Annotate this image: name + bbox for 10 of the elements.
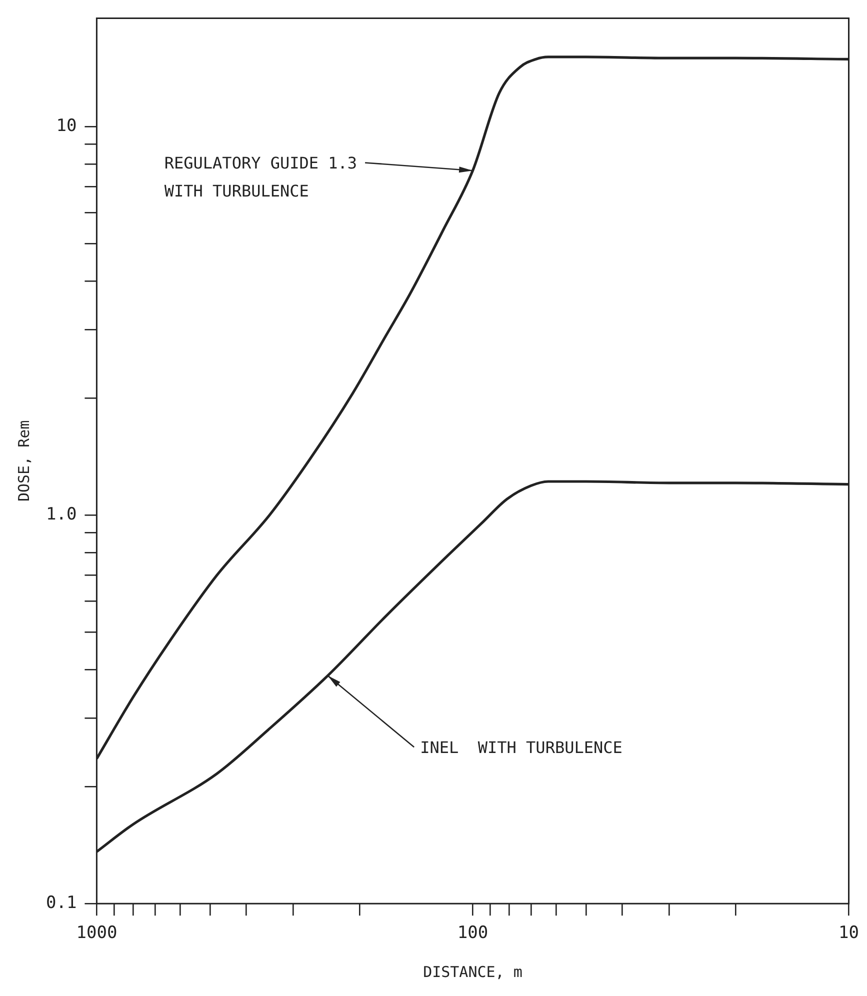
x-tick-label: 10 (838, 923, 860, 944)
x-tick-label: 100 (457, 923, 488, 944)
y-tick-label: 10 (56, 116, 77, 136)
y-axis-title: DOSE, Rem (14, 420, 33, 502)
y-tick-label: 1.0 (46, 504, 77, 524)
x-axis-title: DISTANCE, m (423, 962, 522, 981)
annotation: REGULATORY GUIDE 1.3 WITH TURBULENCE (164, 154, 358, 201)
annotation: INEL WITH TURBULENCE (420, 738, 622, 758)
y-tick-label: 0.1 (46, 893, 77, 914)
x-tick-label: 1000 (76, 923, 118, 944)
